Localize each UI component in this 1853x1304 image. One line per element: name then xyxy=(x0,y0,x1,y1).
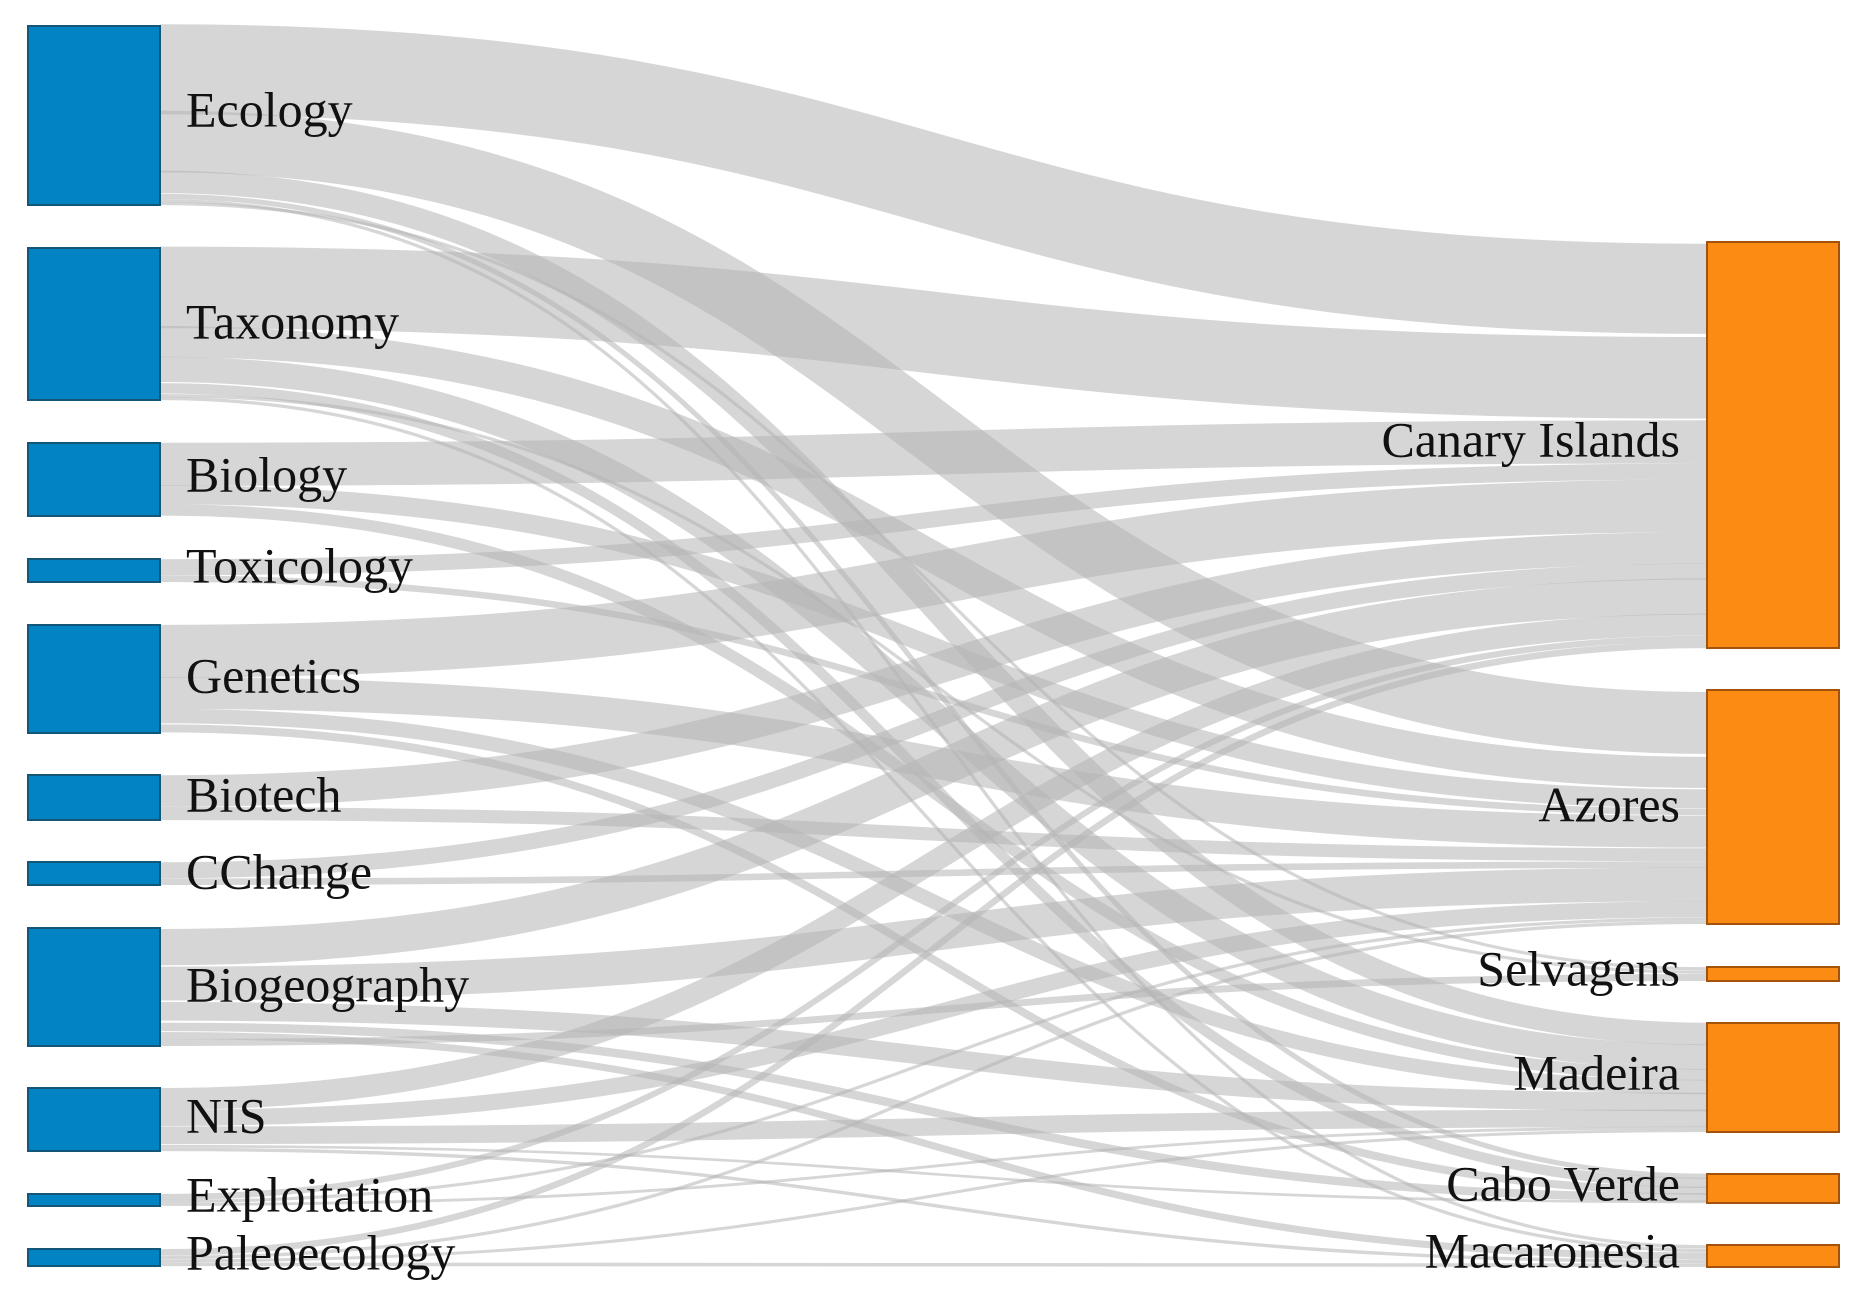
source-label-cchange: CChange xyxy=(186,843,372,899)
target-node-selvagens xyxy=(1706,966,1840,982)
link-nis-madeira xyxy=(159,1109,1708,1145)
link-biogeography-azores xyxy=(159,867,1708,1001)
link-genetics-madeira xyxy=(159,708,1708,1095)
source-node-ecology xyxy=(27,25,161,206)
target-label-caboverde: Cabo Verde xyxy=(1446,1155,1680,1211)
link-toxicology-canary xyxy=(159,463,1708,576)
link-biotech-canary xyxy=(159,532,1708,807)
link-nis-azores xyxy=(159,901,1708,1126)
source-label-paleoecology: Paleoecology xyxy=(186,1224,455,1280)
link-exploitation-canary xyxy=(159,635,1708,1201)
source-node-taxonomy xyxy=(27,247,161,401)
link-toxicology-azores xyxy=(159,575,1708,816)
target-label-canary: Canary Islands xyxy=(1381,411,1680,467)
source-node-toxicology xyxy=(27,558,161,583)
link-ecology-canary xyxy=(159,24,1708,334)
source-label-biotech: Biotech xyxy=(186,766,342,822)
link-genetics-caboverde xyxy=(159,724,1708,1195)
target-label-selvagens: Selvagens xyxy=(1477,940,1680,996)
source-label-biology: Biology xyxy=(186,446,347,502)
link-biology-canary xyxy=(159,420,1708,486)
source-node-genetics xyxy=(27,624,161,734)
target-node-macaronesia xyxy=(1706,1244,1840,1268)
source-label-genetics: Genetics xyxy=(186,647,361,703)
target-label-madeira: Madeira xyxy=(1513,1044,1680,1100)
link-biogeography-macaronesia xyxy=(159,1032,1708,1260)
source-node-biology xyxy=(27,442,161,517)
target-node-caboverde xyxy=(1706,1173,1840,1204)
link-biogeography-canary xyxy=(159,578,1708,966)
link-biology-madeira xyxy=(159,504,1708,1081)
link-nis-caboverde xyxy=(159,1144,1708,1204)
link-paleoecology-madeira xyxy=(159,1129,1708,1263)
source-label-biogeography: Biogeography xyxy=(186,956,469,1012)
link-exploitation-azores xyxy=(159,917,1708,1204)
link-biotech-azores xyxy=(159,807,1708,862)
link-paleoecology-azores xyxy=(159,920,1708,1260)
source-node-cchange xyxy=(27,861,161,886)
link-paleoecology-canary xyxy=(159,641,1708,1256)
link-taxonomy-canary xyxy=(159,246,1708,419)
link-nis-canary xyxy=(159,613,1708,1111)
link-layer xyxy=(159,24,1708,1267)
target-label-azores: Azores xyxy=(1538,776,1680,832)
source-node-exploitation xyxy=(27,1193,161,1207)
target-label-macaronesia: Macaronesia xyxy=(1425,1222,1680,1278)
link-genetics-canary xyxy=(159,479,1708,678)
link-nis-macaronesia xyxy=(159,1147,1708,1264)
link-exploitation-madeira xyxy=(159,1126,1708,1206)
link-paleoecology-macaronesia xyxy=(159,1262,1708,1267)
link-cchange-canary xyxy=(159,563,1708,879)
link-biogeography-madeira xyxy=(159,1001,1708,1112)
source-node-nis xyxy=(27,1087,161,1152)
source-node-paleoecology xyxy=(27,1248,161,1267)
target-node-madeira xyxy=(1706,1022,1840,1133)
target-node-canary xyxy=(1706,241,1840,649)
source-label-taxonomy: Taxonomy xyxy=(186,293,399,349)
source-label-toxicology: Toxicology xyxy=(186,537,413,593)
target-node-azores xyxy=(1706,689,1840,925)
node-layer: Ecology Taxonomy Biology Toxicology Genetics… xyxy=(27,25,1840,1280)
source-label-exploitation: Exploitation xyxy=(186,1166,433,1222)
source-node-biogeography xyxy=(27,927,161,1047)
source-label-nis: NIS xyxy=(186,1087,267,1143)
link-biology-azores xyxy=(159,485,1708,809)
source-label-ecology: Ecology xyxy=(186,81,353,137)
source-node-biotech xyxy=(27,774,161,821)
